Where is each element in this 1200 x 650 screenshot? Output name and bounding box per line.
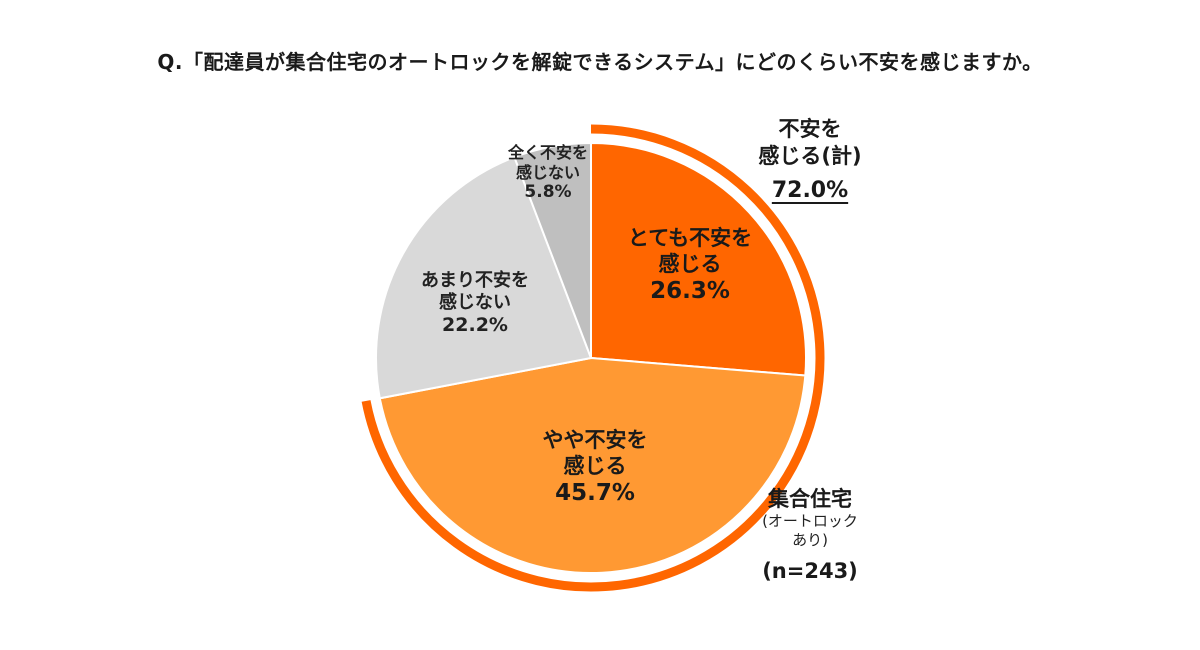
sample-note: 集合住宅 (オートロック あり) (n=243) bbox=[720, 486, 900, 584]
chart-title: Q.「配達員が集合住宅のオートロックを解錠できるシステム」にどのくらい不安を感じ… bbox=[157, 50, 1043, 74]
slice-label-not-very-anxious: あまり不安を 感じない 22.2% bbox=[421, 270, 529, 336]
pie-slice-0 bbox=[590, 141, 807, 377]
pie-slice-1 bbox=[378, 356, 807, 574]
sample-note-line3: あり) bbox=[792, 531, 828, 549]
sample-note-line1: 集合住宅 bbox=[768, 487, 852, 511]
total-anxiety-label: 不安を 感じる(計) 72.0% bbox=[735, 116, 885, 205]
total-anxiety-value: 72.0% bbox=[771, 177, 849, 203]
pie-slice-3 bbox=[513, 141, 592, 359]
total-anxiety-arc-path bbox=[361, 124, 825, 592]
slice-label-not-anxious-at-all: 全く不安を 感じない 5.8% bbox=[507, 143, 588, 203]
slice-label-very-anxious: とても不安を 感じる 26.3% bbox=[627, 226, 753, 305]
sample-note-line2: (オートロック bbox=[762, 512, 858, 531]
total-anxiety-arc bbox=[361, 124, 825, 592]
sample-size: (n=243) bbox=[762, 558, 858, 583]
slice-label-somewhat-anxious: やや不安を 感じる 45.7% bbox=[542, 428, 648, 507]
pie-slices bbox=[375, 141, 807, 574]
